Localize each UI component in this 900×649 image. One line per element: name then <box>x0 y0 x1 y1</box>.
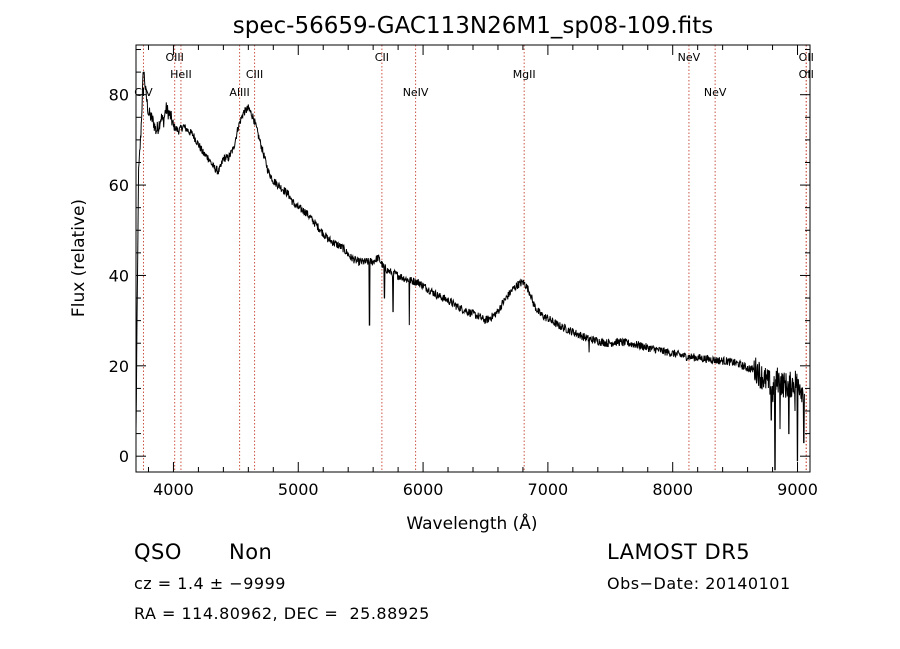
line-label-civ: CIV <box>134 86 153 99</box>
line-label-mgii: MgII <box>513 68 536 81</box>
x-tick-label: 5000 <box>278 480 319 499</box>
line-label-nev: NeV <box>678 51 701 64</box>
y-tick-label: 40 <box>109 266 129 285</box>
y-axis-label: Flux (relative) <box>69 199 89 317</box>
axis-ticks <box>136 45 810 472</box>
x-tick-label: 7000 <box>528 480 569 499</box>
object-subclass: Non <box>229 540 273 564</box>
line-label-oii: OII <box>799 68 814 81</box>
x-tick-label: 9000 <box>777 480 818 499</box>
line-label-cii: CII <box>375 51 389 64</box>
y-tick-label: 20 <box>109 357 129 376</box>
coordinates: RA = 114.80962, DEC = 25.88925 <box>134 604 430 623</box>
line-label-neiv: NeIV <box>403 86 429 99</box>
plot-frame <box>135 44 811 473</box>
y-tick-label: 60 <box>109 176 129 195</box>
observation-date: Obs−Date: 20140101 <box>607 574 791 593</box>
line-label-heii: HeII <box>170 68 192 81</box>
line-label-ciii: CIII <box>246 68 263 81</box>
spectrum-series-line <box>135 71 806 471</box>
redshift-value: cz = 1.4 ± −9999 <box>134 574 286 593</box>
x-axis-label: Wavelength (Å) <box>406 512 537 534</box>
x-tick-label: 4000 <box>153 480 194 499</box>
object-class: QSO <box>134 540 182 564</box>
y-tick-label: 80 <box>109 86 129 105</box>
x-tick-label: 6000 <box>403 480 444 499</box>
line-label-aliii: AlIII <box>229 86 249 99</box>
line-label-nev: NeV <box>704 86 727 99</box>
survey-name: LAMOST DR5 <box>607 540 751 564</box>
chart-title: spec-56659-GAC113N26M1_sp08-109.fits <box>233 13 713 39</box>
axis-tick-labels: 4000 5000 6000 7000 8000 9000 0 20 40 60 80 <box>109 86 818 499</box>
emission-line-markers: CIV OIII HeII AlIII CIII CII NeIV MgII NeV NeV OII… <box>134 45 814 472</box>
x-tick-label: 8000 <box>652 480 693 499</box>
y-tick-label: 0 <box>119 447 129 466</box>
line-label-oiii: OIII <box>165 51 183 64</box>
